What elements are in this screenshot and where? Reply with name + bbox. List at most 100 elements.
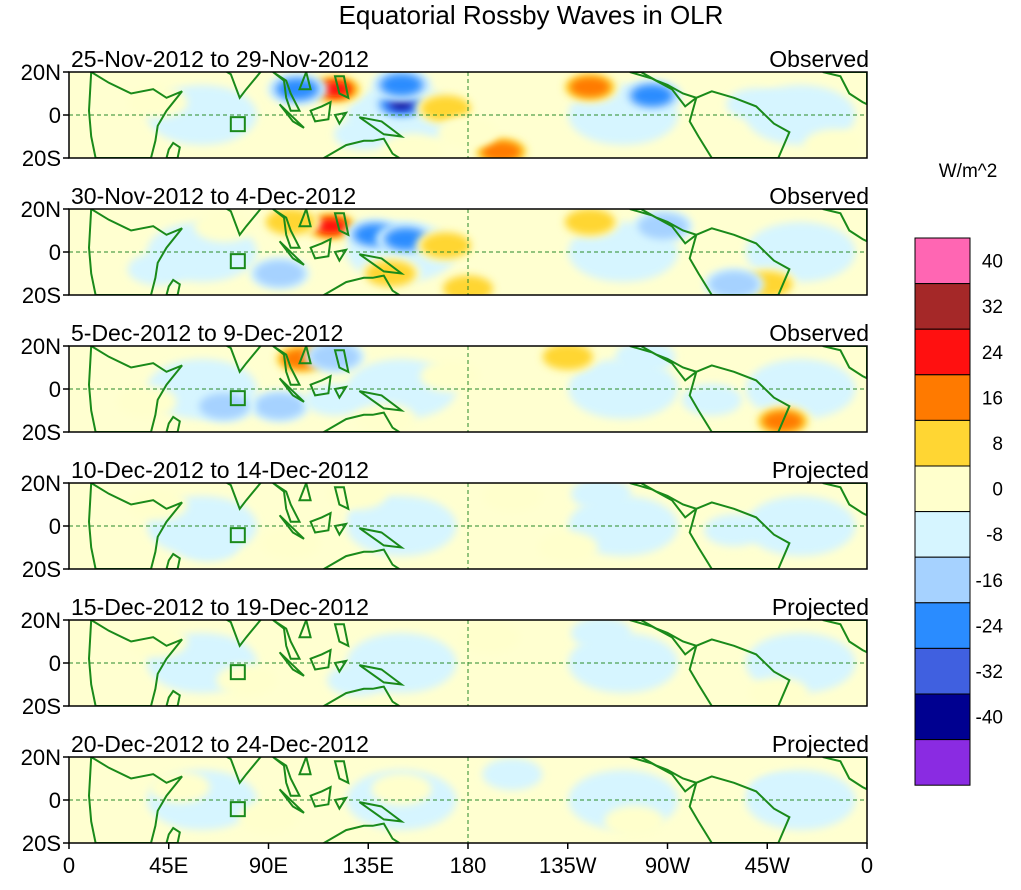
coastline [272, 72, 302, 112]
y-tick-label: 20S [22, 694, 61, 719]
x-tick-label: 45W [745, 853, 790, 878]
colorbar: W/m^2 40 32 24 16 8 0 -8 -16 -24 -32 -40 [914, 161, 1004, 786]
panel-status: Observed [769, 320, 869, 346]
coastline [309, 785, 332, 808]
coastline [629, 620, 699, 656]
colorbar-label: 0 [992, 480, 1003, 501]
coastline [278, 103, 305, 129]
coastline [688, 364, 791, 432]
coastline [309, 648, 332, 671]
anomaly-contour [571, 483, 631, 510]
anomaly-contour [726, 88, 787, 121]
coastline [225, 209, 262, 237]
coastline [278, 788, 305, 814]
coastline [165, 689, 181, 706]
anomaly-contour [254, 260, 305, 287]
coastline [87, 346, 183, 432]
coastline [358, 253, 406, 275]
coastline [688, 775, 791, 843]
coastline [87, 209, 183, 295]
x-tick-label: 180 [450, 853, 487, 878]
olr-field [127, 620, 856, 706]
colorbar-label: -24 [976, 616, 1004, 637]
coastline [87, 72, 183, 158]
coastline [358, 801, 406, 823]
coastline [358, 527, 406, 549]
anomaly-contour [327, 483, 388, 510]
coastline [165, 278, 181, 295]
colorbar-title: W/m^2 [939, 161, 998, 182]
coastline [333, 486, 350, 511]
coastline [822, 209, 867, 243]
coastline [822, 346, 867, 380]
coastline [272, 757, 302, 797]
coastline [333, 659, 349, 674]
coastline [822, 757, 867, 791]
colorbar-swatch [914, 511, 971, 558]
anomaly-contour [443, 275, 493, 295]
anomaly-contour [260, 527, 321, 560]
coastline [87, 620, 183, 706]
x-tick-label: 45E [149, 853, 188, 878]
coastline [333, 522, 349, 537]
anomaly-contour [116, 385, 177, 418]
coastline [298, 620, 312, 639]
panels-group: 20N 0 20S 25-Nov-2012 to 29-Nov-2012 Observe… [21, 46, 869, 856]
y-tick-label: 20S [22, 831, 61, 856]
panel-status: Projected [772, 457, 869, 483]
panel-date-range: 30-Nov-2012 to 4-Dec-2012 [71, 183, 356, 209]
anomaly-contour [537, 531, 598, 564]
region-box [229, 253, 246, 270]
x-axis: 0 45E 90E 135E 180 135W 90W 45W 0 [63, 843, 873, 878]
coastline [629, 72, 699, 108]
panel-date-range: 15-Dec-2012 to 19-Dec-2012 [71, 594, 369, 620]
panel-1: 20N 0 20S 25-Nov-2012 to 29-Nov-2012 Observe… [21, 46, 869, 171]
coastline [87, 757, 183, 843]
coastline [272, 620, 302, 660]
y-tick-label: 20N [21, 471, 61, 496]
anomaly-contour [254, 393, 305, 420]
coastline [333, 212, 350, 237]
anomaly-contour [381, 74, 422, 95]
region-box [229, 664, 246, 681]
anomaly-contour [127, 86, 188, 119]
y-tick-label: 0 [49, 103, 61, 128]
coastline [165, 141, 181, 158]
chart-title: Equatorial Rossby Waves in OLR [339, 0, 724, 30]
coastline [822, 483, 867, 517]
x-tick-label: 0 [861, 853, 873, 878]
anomaly-contour [482, 483, 543, 512]
coastline [822, 72, 867, 106]
y-tick-label: 20N [21, 745, 61, 770]
anomaly-contour [385, 229, 426, 250]
coastlines [87, 620, 867, 706]
coastline [225, 346, 262, 374]
coastline [333, 111, 349, 126]
anomaly-contour [631, 85, 672, 106]
x-tick-label: 90W [645, 853, 690, 878]
colorbar-swatch [914, 283, 971, 330]
x-tick-label: 0 [63, 853, 75, 878]
y-tick-label: 20N [21, 60, 61, 85]
coastline [87, 483, 183, 569]
colorbar-swatch [914, 374, 971, 421]
coastline [309, 374, 332, 397]
coastline [309, 100, 332, 123]
coastline [358, 390, 406, 412]
coastline [358, 664, 406, 686]
coastline [165, 415, 181, 432]
coastline [629, 483, 699, 519]
coastline [688, 227, 791, 295]
anomaly-contour [638, 213, 689, 240]
region-box [229, 527, 246, 544]
anomaly-contour [542, 346, 593, 370]
y-tick-label: 0 [49, 377, 61, 402]
anomaly-contour [382, 133, 443, 158]
coastline [272, 346, 302, 386]
coastline [688, 90, 791, 158]
anomaly-contour [748, 677, 809, 706]
coastline [298, 757, 312, 776]
region-box [229, 116, 246, 133]
colorbar-swatch [914, 693, 971, 741]
